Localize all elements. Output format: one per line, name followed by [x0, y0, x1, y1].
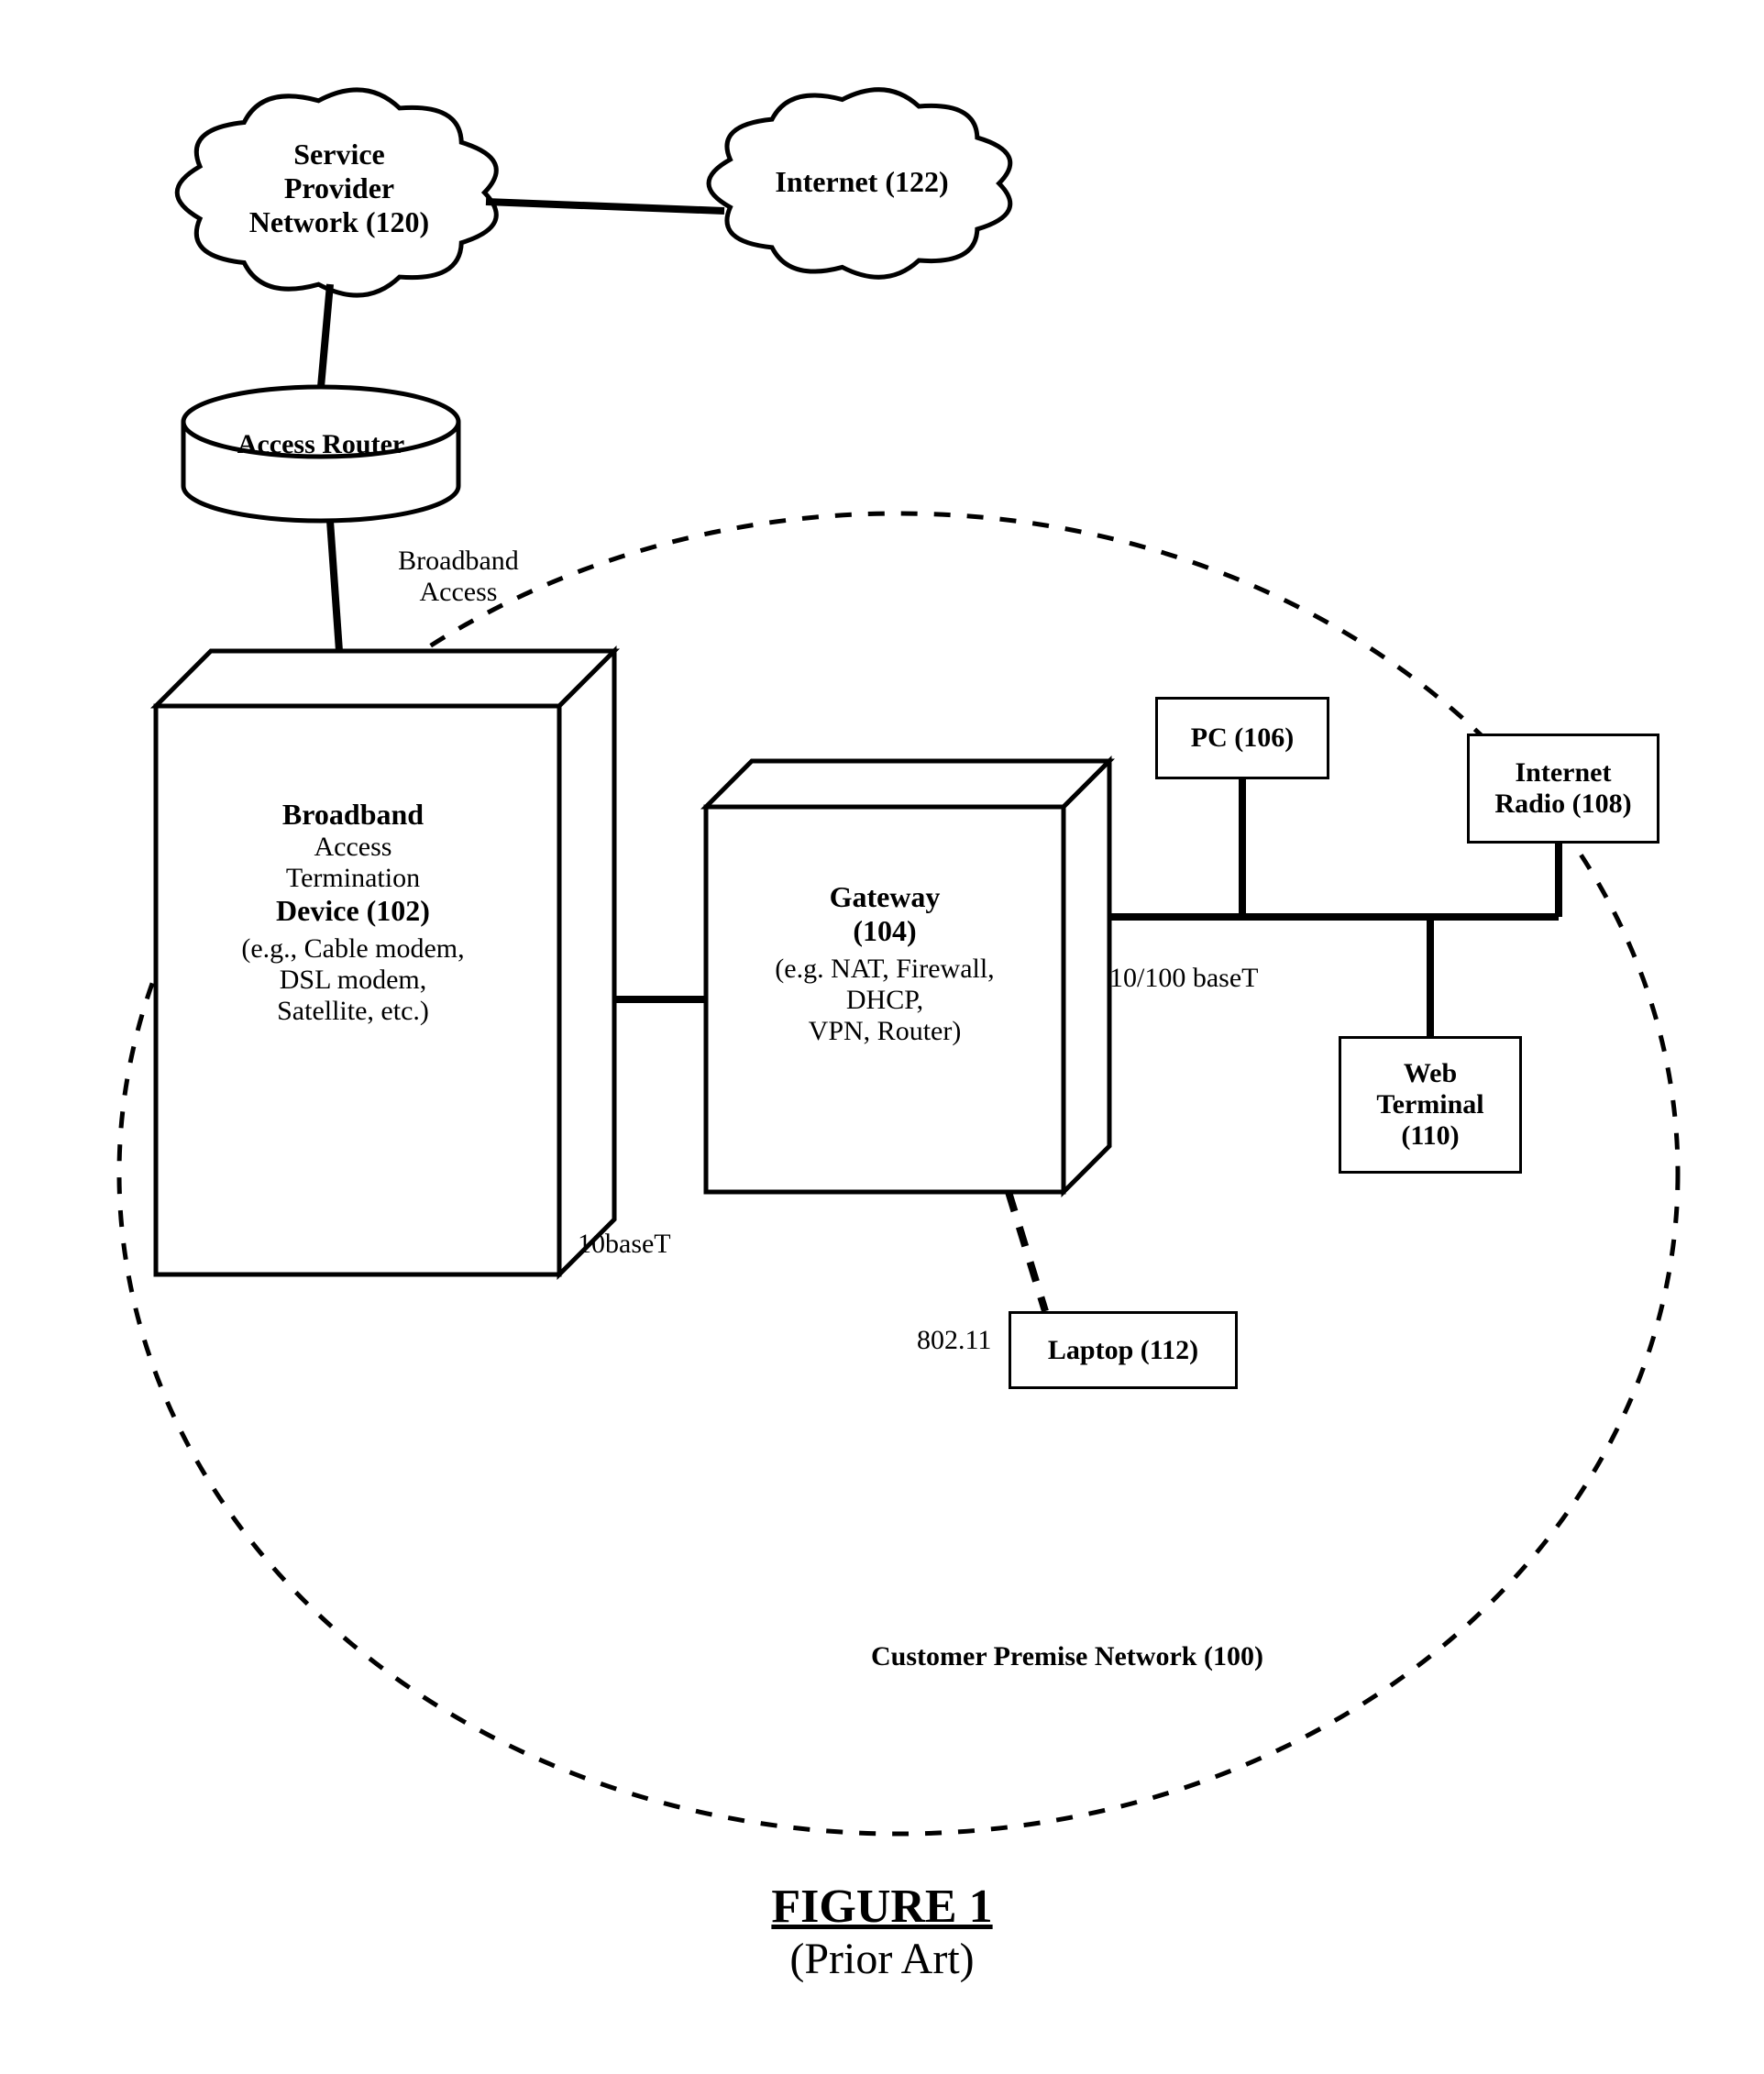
tenbaset-label: 10baseT — [578, 1229, 671, 1260]
broadband-box-text: Broadband Access Termination Device (102… — [170, 798, 536, 1027]
ten100baset-label: 10/100 baseT — [1109, 963, 1258, 994]
internet-cloud-label: Internet (122) — [733, 165, 990, 199]
laptop-box: Laptop (112) — [1009, 1311, 1238, 1389]
internet-radio-box: Internet Radio (108) — [1467, 734, 1659, 844]
figure-caption: FIGURE 1 (Prior Art) — [0, 1880, 1764, 1984]
gateway-box-text: Gateway (104) (e.g. NAT, Firewall, DHCP,… — [720, 880, 1050, 1047]
web-terminal-box: Web Terminal (110) — [1339, 1036, 1522, 1174]
service-provider-cloud-label: Service Provider Network (120) — [211, 138, 468, 239]
cpn-label: Customer Premise Network (100) — [871, 1641, 1263, 1672]
wifi-label: 802.11 — [917, 1325, 991, 1356]
access-router-label: Access Router — [211, 429, 431, 460]
pc-box: PC (106) — [1155, 697, 1329, 779]
broadband-access-label: Broadband Access — [367, 546, 550, 608]
